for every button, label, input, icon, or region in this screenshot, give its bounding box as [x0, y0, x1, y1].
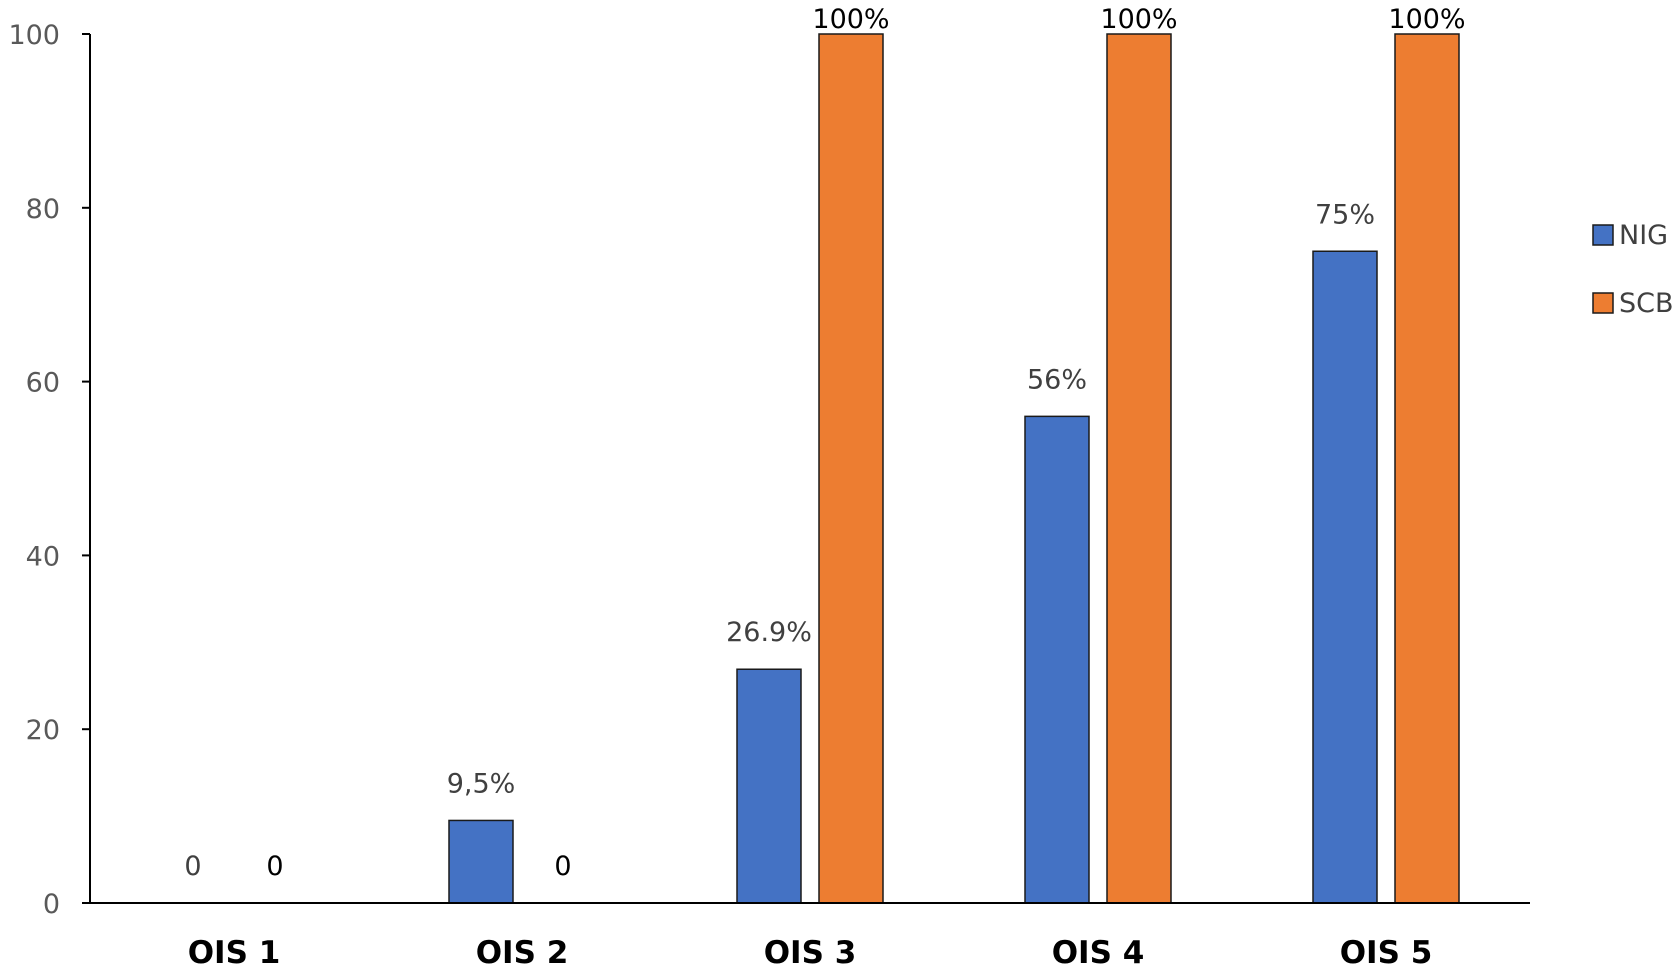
x-axis-labels: OIS 1 OIS 2 OIS 3 OIS 4 OIS 5 [188, 935, 1433, 971]
data-label-scb: 100% [1388, 4, 1465, 35]
data-label-scb: 100% [1100, 4, 1177, 35]
y-tick-label: 60 [26, 368, 60, 399]
bar-nig [736, 668, 802, 904]
x-category-label: OIS 5 [1340, 935, 1433, 971]
legend-label-nig: NIG [1619, 220, 1668, 251]
x-category-label: OIS 4 [1052, 935, 1145, 971]
x-category-label: OIS 3 [764, 935, 857, 971]
data-label-nig: 56% [1027, 364, 1087, 395]
legend-swatch-scb [1592, 292, 1614, 314]
data-label-nig: 26.9% [726, 617, 812, 648]
bar-scb [818, 33, 884, 904]
bar-scb [1394, 33, 1460, 904]
data-label-scb: 0 [266, 851, 283, 882]
data-label-scb: 0 [554, 851, 571, 882]
data-labels: 0 0 9,5% 0 26.9% 100% 56% 100% 75% 100% [184, 4, 1465, 882]
bar-nig [1312, 250, 1378, 904]
data-label-nig: 9,5% [447, 768, 516, 799]
x-category-label: OIS 2 [476, 935, 569, 971]
bar-nig [448, 819, 514, 904]
x-category-label: OIS 1 [188, 935, 281, 971]
legend-label-scb: SCB [1619, 288, 1674, 319]
bars [448, 33, 1460, 904]
legend-swatch-nig [1592, 224, 1614, 246]
bar-scb [1106, 33, 1172, 904]
y-tick-label: 0 [43, 889, 60, 920]
y-tick-label: 100 [8, 20, 60, 51]
legend: NIG SCB [1592, 220, 1674, 319]
y-tick-label: 20 [26, 715, 60, 746]
data-label-nig: 75% [1315, 199, 1375, 230]
y-tick-label: 40 [26, 541, 60, 572]
y-tick-label: 80 [26, 194, 60, 225]
bar-nig [1024, 415, 1090, 904]
data-label-nig: 0 [184, 851, 201, 882]
data-label-scb: 100% [812, 4, 889, 35]
y-axis-ticks: 0 20 40 60 80 100 [8, 20, 90, 920]
